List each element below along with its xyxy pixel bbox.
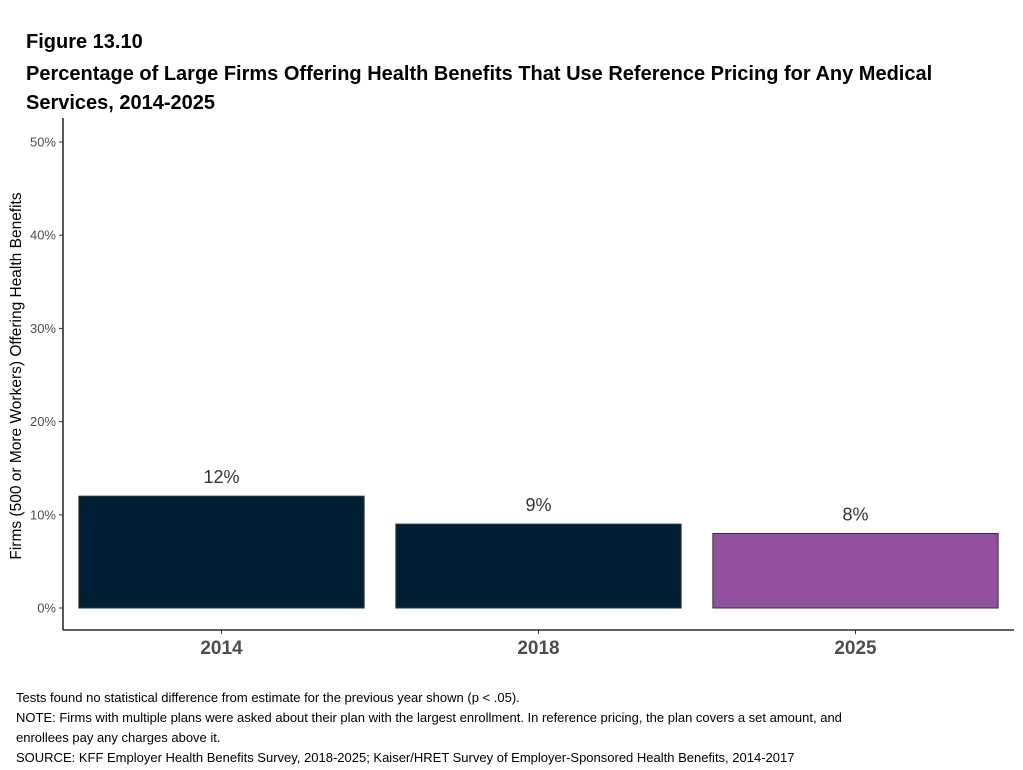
footnote-note-continued: enrollees pay any charges above it. [16,730,221,745]
data-label-2014: 12% [203,467,239,487]
y-tick-label: 0% [37,601,56,616]
x-tick-label-2014: 2014 [200,638,243,659]
y-tick-label: 50% [30,135,56,150]
y-tick-label: 40% [30,228,56,243]
bar-2018 [395,523,682,609]
bar-2025 [712,532,999,609]
footnotes: Tests found no statistical difference fr… [16,688,1006,768]
y-tick-label: 10% [30,507,56,522]
y-tick-label: 20% [30,414,56,429]
x-tick-label-2025: 2025 [834,638,877,659]
footnote-source: SOURCE: KFF Employer Health Benefits Sur… [16,750,795,765]
chart-title: Percentage of Large Firms Offering Healt… [26,63,933,114]
bar-2014 [78,495,365,609]
footnote-note: NOTE: Firms with multiple plans were ask… [16,710,842,725]
data-label-2025: 8% [842,504,868,524]
data-label-2018: 9% [525,495,551,515]
y-axis-title: Firms (500 or More Workers) Offering Hea… [8,192,25,559]
x-tick-label-2018: 2018 [517,638,559,659]
footnote-significance: Tests found no statistical difference fr… [16,690,520,705]
figure-label: Figure 13.10 [26,31,143,53]
bar-chart: 0% 10% 20% 30% 40% 50% Firms (500 or More Work… [8,118,1014,659]
y-tick-label: 30% [30,321,56,336]
